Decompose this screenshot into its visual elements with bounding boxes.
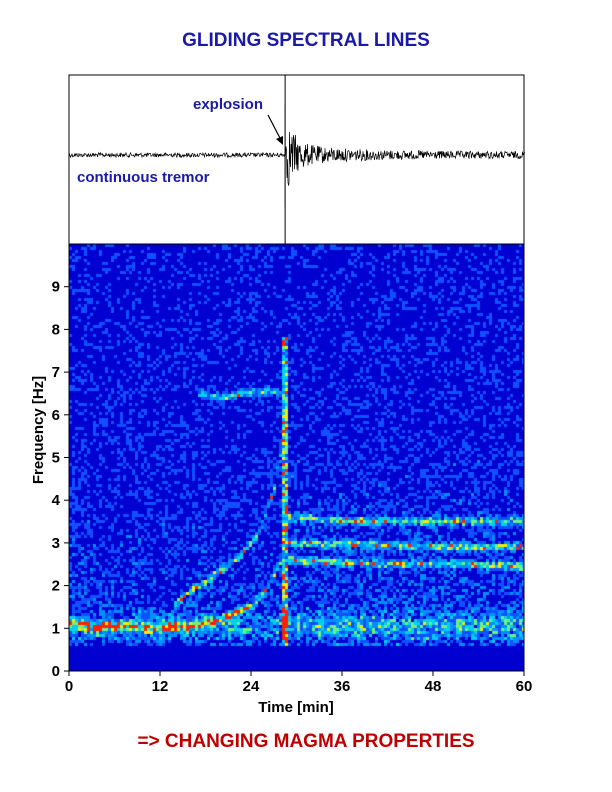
tremor-label: continuous tremor	[77, 169, 210, 186]
y-tick-label: 4	[52, 492, 61, 509]
spectrogram-image	[69, 244, 524, 671]
x-axis: 0 12 24 36 48 60	[65, 671, 533, 695]
y-tick-label: 5	[52, 450, 60, 467]
y-tick-label: 7	[52, 364, 60, 381]
x-tick-label: 36	[334, 678, 351, 695]
x-axis-label: Time [min]	[258, 699, 334, 716]
explosion-arrow	[267, 114, 282, 141]
y-tick-label: 8	[52, 321, 60, 338]
y-tick-label: 9	[52, 279, 60, 296]
page-title: GLIDING SPECTRAL LINES	[182, 30, 430, 51]
x-tick-label: 24	[243, 678, 260, 695]
x-tick-label: 48	[425, 678, 442, 695]
y-tick-label: 2	[52, 578, 60, 595]
y-tick-label: 1	[52, 620, 60, 637]
y-tick-label: 6	[52, 407, 60, 424]
conclusion-text: => CHANGING MAGMA PROPERTIES	[137, 731, 475, 752]
y-tick-label: 3	[52, 535, 60, 552]
y-tick-label: 0	[52, 663, 60, 680]
y-axis: 0 1 2 3 4 5 6 7 8 9	[52, 279, 69, 680]
x-tick-label: 60	[516, 678, 533, 695]
explosion-label: explosion	[193, 96, 263, 113]
x-tick-label: 0	[65, 678, 73, 695]
x-tick-label: 12	[152, 678, 169, 695]
y-axis-label: Frequency [Hz]	[30, 376, 47, 484]
seismogram-panel: explosion continuous tremor	[68, 74, 525, 245]
explosion-arrowhead	[276, 136, 283, 145]
